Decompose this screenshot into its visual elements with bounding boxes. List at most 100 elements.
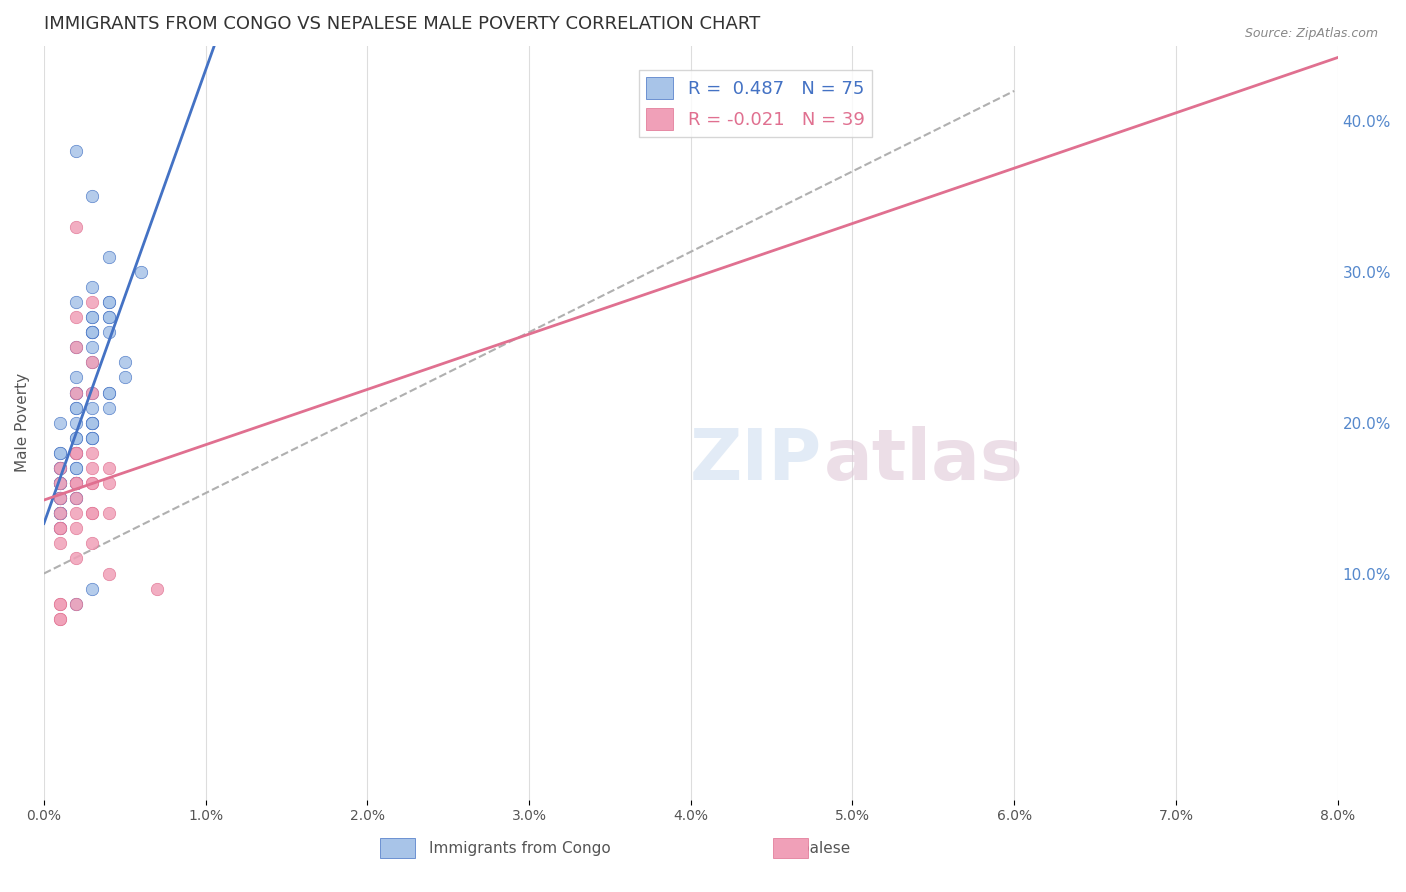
Point bbox=[82, 461, 104, 475]
Point bbox=[65, 597, 87, 611]
Point bbox=[65, 295, 87, 310]
Point bbox=[114, 355, 136, 369]
Point bbox=[129, 265, 152, 279]
Point bbox=[97, 385, 120, 400]
Point bbox=[97, 566, 120, 581]
Point bbox=[49, 612, 72, 626]
Point bbox=[82, 385, 104, 400]
Point bbox=[49, 446, 72, 460]
Point bbox=[49, 506, 72, 520]
Point bbox=[65, 370, 87, 384]
Point bbox=[97, 506, 120, 520]
Point bbox=[82, 582, 104, 596]
Point bbox=[82, 536, 104, 550]
Point bbox=[82, 416, 104, 430]
Point bbox=[49, 536, 72, 550]
Point bbox=[82, 431, 104, 445]
Point bbox=[65, 219, 87, 234]
Point bbox=[49, 521, 72, 535]
Point bbox=[49, 597, 72, 611]
Point bbox=[82, 280, 104, 294]
Point bbox=[49, 416, 72, 430]
Text: Source: ZipAtlas.com: Source: ZipAtlas.com bbox=[1244, 27, 1378, 40]
Text: IMMIGRANTS FROM CONGO VS NEPALESE MALE POVERTY CORRELATION CHART: IMMIGRANTS FROM CONGO VS NEPALESE MALE P… bbox=[44, 15, 761, 33]
Point bbox=[49, 506, 72, 520]
Point bbox=[65, 385, 87, 400]
Point bbox=[65, 506, 87, 520]
Text: ZIP: ZIP bbox=[689, 425, 821, 495]
Y-axis label: Male Poverty: Male Poverty bbox=[15, 373, 30, 472]
Point bbox=[97, 385, 120, 400]
Point bbox=[82, 416, 104, 430]
Point bbox=[49, 461, 72, 475]
Point bbox=[82, 401, 104, 415]
Legend: R =  0.487   N = 75, R = -0.021   N = 39: R = 0.487 N = 75, R = -0.021 N = 39 bbox=[640, 70, 872, 137]
Point bbox=[65, 476, 87, 491]
Point bbox=[82, 476, 104, 491]
Text: atlas: atlas bbox=[824, 425, 1024, 495]
Point bbox=[114, 370, 136, 384]
Point bbox=[82, 431, 104, 445]
Point bbox=[65, 476, 87, 491]
Point bbox=[82, 476, 104, 491]
Point bbox=[49, 612, 72, 626]
Point bbox=[65, 340, 87, 354]
Point bbox=[49, 461, 72, 475]
Point bbox=[49, 461, 72, 475]
Point bbox=[65, 416, 87, 430]
Point bbox=[82, 295, 104, 310]
Point bbox=[82, 431, 104, 445]
Point bbox=[65, 551, 87, 566]
Point bbox=[82, 446, 104, 460]
Point bbox=[65, 446, 87, 460]
Point bbox=[82, 325, 104, 339]
Point bbox=[97, 250, 120, 264]
Point bbox=[97, 310, 120, 325]
Point bbox=[49, 476, 72, 491]
Point bbox=[49, 491, 72, 505]
Point bbox=[97, 325, 120, 339]
Point bbox=[97, 476, 120, 491]
Point bbox=[146, 582, 169, 596]
Point bbox=[65, 491, 87, 505]
Point bbox=[49, 506, 72, 520]
Point bbox=[49, 491, 72, 505]
Point bbox=[65, 491, 87, 505]
Point bbox=[65, 461, 87, 475]
Point bbox=[97, 401, 120, 415]
Point bbox=[49, 476, 72, 491]
Point bbox=[49, 521, 72, 535]
Point bbox=[49, 597, 72, 611]
Point bbox=[65, 385, 87, 400]
Point bbox=[65, 446, 87, 460]
Point bbox=[82, 310, 104, 325]
Point bbox=[49, 476, 72, 491]
Point bbox=[82, 310, 104, 325]
Point bbox=[49, 461, 72, 475]
Point bbox=[82, 385, 104, 400]
Point bbox=[49, 491, 72, 505]
Point bbox=[97, 295, 120, 310]
Point bbox=[82, 325, 104, 339]
Point bbox=[82, 506, 104, 520]
Text: Nepalese: Nepalese bbox=[780, 841, 851, 856]
Point bbox=[65, 385, 87, 400]
Point bbox=[82, 416, 104, 430]
Point bbox=[49, 491, 72, 505]
Point bbox=[65, 431, 87, 445]
Point bbox=[49, 521, 72, 535]
Point bbox=[82, 355, 104, 369]
Point bbox=[65, 476, 87, 491]
Point bbox=[65, 145, 87, 159]
Point bbox=[65, 597, 87, 611]
Point bbox=[65, 401, 87, 415]
Point bbox=[82, 506, 104, 520]
Point bbox=[65, 476, 87, 491]
Point bbox=[49, 521, 72, 535]
Point bbox=[49, 446, 72, 460]
Point bbox=[82, 416, 104, 430]
Point bbox=[49, 506, 72, 520]
Point bbox=[65, 340, 87, 354]
Point bbox=[65, 310, 87, 325]
Point bbox=[82, 325, 104, 339]
